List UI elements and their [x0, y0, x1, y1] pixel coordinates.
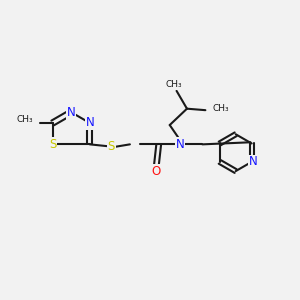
- Text: N: N: [176, 138, 184, 151]
- Text: CH₃: CH₃: [213, 104, 230, 113]
- Text: N: N: [249, 155, 257, 168]
- Text: CH₃: CH₃: [166, 80, 182, 89]
- Text: O: O: [152, 165, 161, 178]
- Text: N: N: [67, 106, 76, 119]
- Text: CH₃: CH₃: [16, 115, 33, 124]
- Text: N: N: [85, 116, 94, 130]
- Text: S: S: [107, 140, 115, 153]
- Text: S: S: [49, 138, 56, 151]
